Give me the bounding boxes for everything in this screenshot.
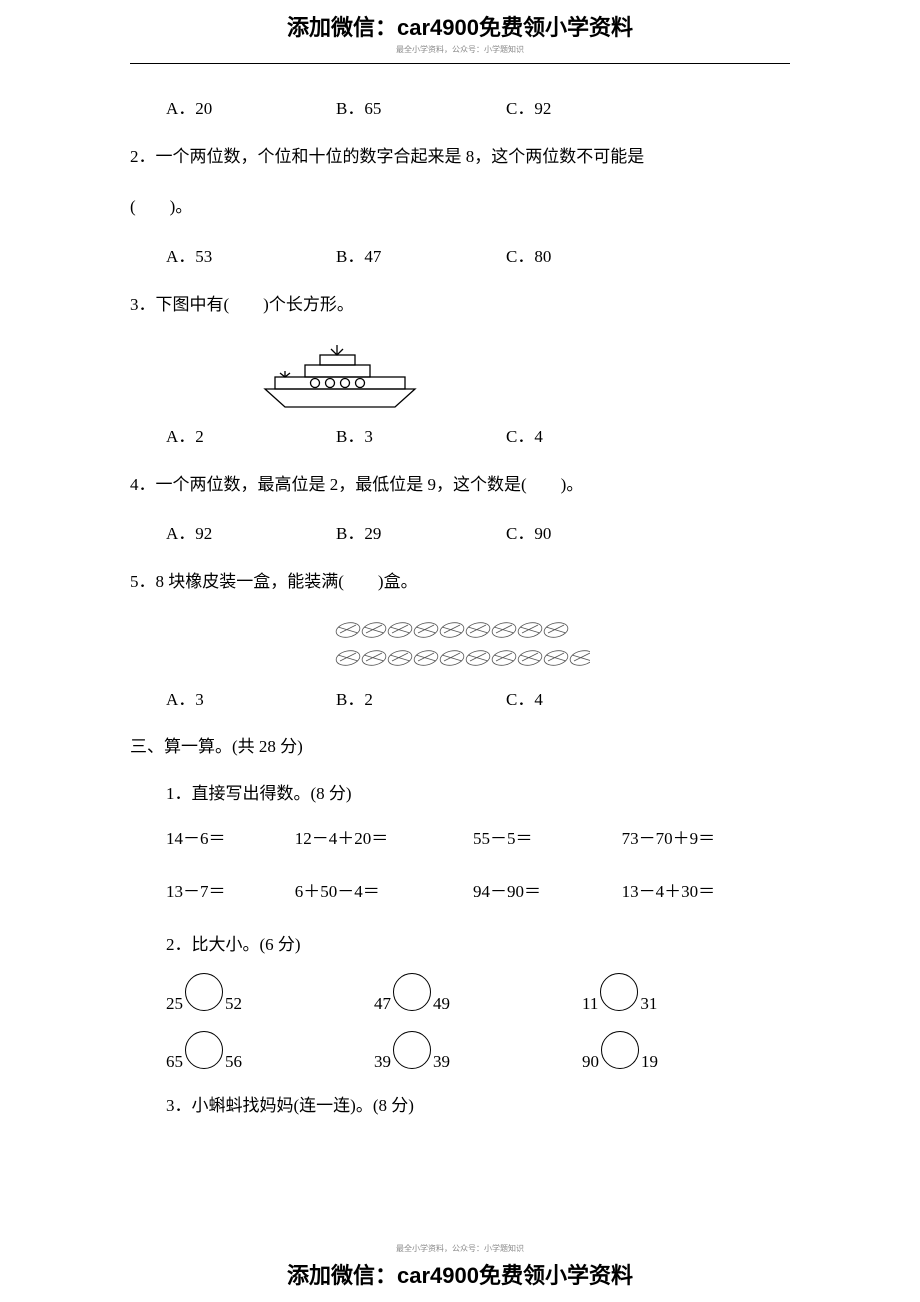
q2-paren: ( )。 xyxy=(130,191,790,223)
q5-opt-a: A．3 xyxy=(166,685,336,710)
cmp-1-3b: 31 xyxy=(640,994,657,1014)
q3-text: 3．下图中有( )个长方形。 xyxy=(130,289,790,321)
q4-opt-b: B．29 xyxy=(336,519,506,544)
cmp-2-2: 39 39 xyxy=(374,1033,582,1071)
header-banner: 添加微信：car4900免费领小学资料 xyxy=(0,0,920,44)
cmp-1-1: 25 52 xyxy=(166,975,374,1013)
q3-opt-c: C．4 xyxy=(506,422,543,447)
compare-row-2: 65 56 39 39 90 19 xyxy=(130,1033,790,1071)
s3-3-title: 3．小蝌蚪找妈妈(连一连)。(8 分) xyxy=(130,1091,790,1116)
ship-figure xyxy=(260,339,790,414)
circle-icon xyxy=(601,1031,639,1069)
erasers-figure xyxy=(130,616,790,677)
q2-opt-a: A．53 xyxy=(166,242,336,267)
cmp-2-1a: 65 xyxy=(166,1052,183,1072)
cmp-2-2b: 39 xyxy=(433,1052,450,1072)
cmp-2-3a: 90 xyxy=(582,1052,599,1072)
compare-row-1: 25 52 47 49 11 31 xyxy=(130,975,790,1013)
s3-1-title: 1．直接写出得数。(8 分) xyxy=(130,779,790,804)
cmp-1-2a: 47 xyxy=(374,994,391,1014)
circle-icon xyxy=(600,973,638,1011)
s3-2-title: 2．比大小。(6 分) xyxy=(130,930,790,955)
q4-opt-c: C．90 xyxy=(506,519,551,544)
calc-row-1: 14－6＝ 12－4＋20＝ 55－5＝ 73－70＋9＝ xyxy=(130,824,790,849)
cmp-2-3: 90 19 xyxy=(582,1033,790,1071)
q2-opt-c: C．80 xyxy=(506,242,551,267)
document-content: A．20 B．65 C．92 2．一个两位数，个位和十位的数字合起来是 8，这个… xyxy=(130,74,790,1116)
q5-options: A．3 B．2 C．4 xyxy=(130,685,790,710)
cmp-1-3: 11 31 xyxy=(582,975,790,1013)
circle-icon xyxy=(185,1031,223,1069)
q1-opt-a: A．20 xyxy=(166,94,336,119)
footer-banner: 添加微信：car4900免费领小学资料 xyxy=(0,1258,920,1290)
calc-2-1: 13－7＝ xyxy=(166,877,295,902)
cmp-2-3b: 19 xyxy=(641,1052,658,1072)
divider-top xyxy=(130,63,790,64)
q4-options: A．92 B．29 C．90 xyxy=(130,519,790,544)
q3-opt-b: B．3 xyxy=(336,422,506,447)
q3-opt-a: A．2 xyxy=(166,422,336,447)
circle-icon xyxy=(393,973,431,1011)
q4-text: 4．一个两位数，最高位是 2，最低位是 9，这个数是( )。 xyxy=(130,469,790,501)
cmp-1-1b: 52 xyxy=(225,994,242,1014)
cmp-1-2: 47 49 xyxy=(374,975,582,1013)
cmp-1-1a: 25 xyxy=(166,994,183,1014)
calc-2-3: 94－90＝ xyxy=(473,877,622,902)
footer-sub: 最全小学资料，公众号：小学题知识 xyxy=(0,1243,920,1254)
calc-2-2: 6＋50－4＝ xyxy=(295,877,473,902)
q1-opt-c: C．92 xyxy=(506,94,551,119)
calc-1-1: 14－6＝ xyxy=(166,824,295,849)
q1-options: A．20 B．65 C．92 xyxy=(130,94,790,119)
circle-icon xyxy=(393,1031,431,1069)
q2-opt-b: B．47 xyxy=(336,242,506,267)
cmp-2-2a: 39 xyxy=(374,1052,391,1072)
circle-icon xyxy=(185,973,223,1011)
calc-1-3: 55－5＝ xyxy=(473,824,622,849)
calc-1-2: 12－4＋20＝ xyxy=(295,824,473,849)
q5-opt-b: B．2 xyxy=(336,685,506,710)
calc-1-4: 73－70＋9＝ xyxy=(622,824,790,849)
q3-options: A．2 B．3 C．4 xyxy=(130,422,790,447)
q5-opt-c: C．4 xyxy=(506,685,543,710)
calc-2-4: 13－4＋30＝ xyxy=(622,877,790,902)
calc-row-2: 13－7＝ 6＋50－4＝ 94－90＝ 13－4＋30＝ xyxy=(130,877,790,902)
q5-text: 5．8 块橡皮装一盒，能装满( )盒。 xyxy=(130,566,790,598)
cmp-1-3a: 11 xyxy=(582,994,598,1014)
q4-opt-a: A．92 xyxy=(166,519,336,544)
header-sub: 最全小学资料，公众号：小学题知识 xyxy=(0,44,920,63)
cmp-1-2b: 49 xyxy=(433,994,450,1014)
q2-text: 2．一个两位数，个位和十位的数字合起来是 8，这个两位数不可能是 xyxy=(130,141,790,173)
q1-opt-b: B．65 xyxy=(336,94,506,119)
cmp-2-1b: 56 xyxy=(225,1052,242,1072)
q2-options: A．53 B．47 C．80 xyxy=(130,242,790,267)
section3-title: 三、算一算。(共 28 分) xyxy=(130,732,790,757)
cmp-2-1: 65 56 xyxy=(166,1033,374,1071)
